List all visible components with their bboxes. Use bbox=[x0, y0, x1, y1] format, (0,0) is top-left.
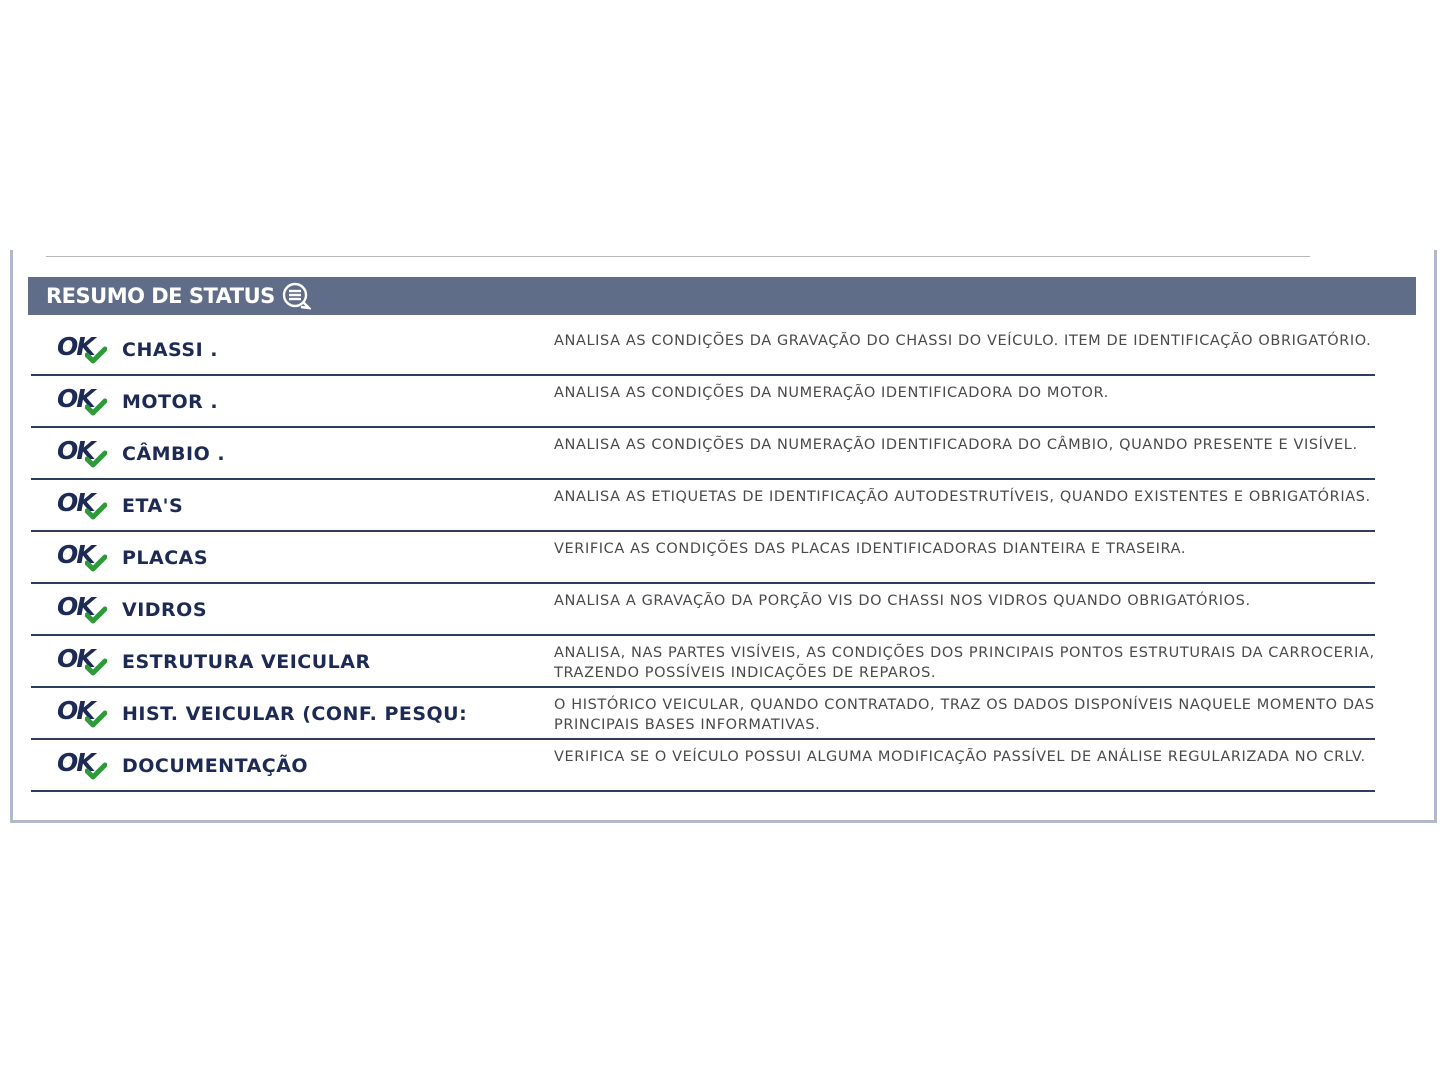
status-row: OK ESTRUTURA VEICULAR ANALISA, NAS PARTES … bbox=[31, 636, 1375, 688]
item-description: ANALISA AS ETIQUETAS DE IDENTIFICAÇÃO AU… bbox=[554, 489, 1371, 505]
status-row: OK DOCUMENTAÇÃO VERIFICA SE O VEÍCULO POSS… bbox=[31, 740, 1375, 792]
checkmark-icon bbox=[85, 450, 107, 468]
item-name: DOCUMENTAÇÃO bbox=[122, 755, 309, 777]
checkmark-icon bbox=[85, 554, 107, 572]
ok-badge: OK bbox=[57, 384, 107, 420]
ok-badge: OK bbox=[57, 332, 107, 368]
divider bbox=[46, 256, 1310, 257]
status-row: OK MOTOR . ANALISA AS CONDIÇÕES DA NUMERAÇ… bbox=[31, 376, 1375, 428]
ok-badge: OK bbox=[57, 644, 107, 680]
section-header: RESUMO DE STATUS bbox=[28, 277, 1416, 315]
item-name: PLACAS bbox=[122, 547, 209, 569]
status-row: OK ETA'S ANALISA AS ETIQUETAS DE IDENTIFIC… bbox=[31, 480, 1375, 532]
chat-list-icon bbox=[282, 282, 311, 310]
checkmark-icon bbox=[85, 502, 107, 520]
item-name: ESTRUTURA VEICULAR bbox=[122, 651, 371, 673]
item-description: VERIFICA AS CONDIÇÕES DAS PLACAS IDENTIF… bbox=[554, 541, 1187, 557]
item-name: ETA'S bbox=[122, 495, 184, 517]
checkmark-icon bbox=[85, 762, 107, 780]
item-name: CHASSI . bbox=[122, 339, 218, 361]
status-row: OK CÂMBIO . ANALISA AS CONDIÇÕES DA NUMERA… bbox=[31, 428, 1375, 480]
checkmark-icon bbox=[85, 658, 107, 676]
item-description: ANALISA A GRAVAÇÃO DA PORÇÃO VIS DO CHAS… bbox=[554, 593, 1251, 609]
item-name: HIST. VEICULAR (CONF. PESQU: bbox=[122, 703, 468, 725]
status-row: OK CHASSI . ANALISA AS CONDIÇÕES DA GRAVAÇ… bbox=[31, 324, 1375, 376]
ok-badge: OK bbox=[57, 436, 107, 472]
status-list: OK CHASSI . ANALISA AS CONDIÇÕES DA GRAVAÇ… bbox=[31, 324, 1375, 792]
item-name: MOTOR . bbox=[122, 391, 219, 413]
checkmark-icon bbox=[85, 346, 107, 364]
item-name: CÂMBIO . bbox=[122, 443, 226, 465]
ok-badge: OK bbox=[57, 488, 107, 524]
item-description: ANALISA AS CONDIÇÕES DA NUMERAÇÃO IDENTI… bbox=[554, 437, 1358, 453]
item-description: VERIFICA SE O VEÍCULO POSSUI ALGUMA MODI… bbox=[554, 749, 1366, 765]
checkmark-icon bbox=[85, 710, 107, 728]
item-description: ANALISA AS CONDIÇÕES DA NUMERAÇÃO IDENTI… bbox=[554, 385, 1109, 401]
ok-badge: OK bbox=[57, 540, 107, 576]
status-row: OK VIDROS ANALISA A GRAVAÇÃO DA PORÇÃO VIS… bbox=[31, 584, 1375, 636]
item-description: O HISTÓRICO VEICULAR, QUANDO CONTRATADO,… bbox=[554, 697, 1375, 733]
item-description: ANALISA, NAS PARTES VISÍVEIS, AS CONDIÇÕ… bbox=[554, 645, 1375, 681]
ok-badge: OK bbox=[57, 748, 107, 784]
item-name: VIDROS bbox=[122, 599, 208, 621]
status-row: OK PLACAS VERIFICA AS CONDIÇÕES DAS PLACAS… bbox=[31, 532, 1375, 584]
ok-badge: OK bbox=[57, 696, 107, 732]
checkmark-icon bbox=[85, 606, 107, 624]
ok-badge: OK bbox=[57, 592, 107, 628]
report-frame bbox=[10, 250, 1437, 823]
section-title: RESUMO DE STATUS bbox=[46, 284, 275, 308]
item-description: ANALISA AS CONDIÇÕES DA GRAVAÇÃO DO CHAS… bbox=[554, 333, 1372, 349]
checkmark-icon bbox=[85, 398, 107, 416]
status-row: OK HIST. VEICULAR (CONF. PESQU: O HISTÓRIC… bbox=[31, 688, 1375, 740]
